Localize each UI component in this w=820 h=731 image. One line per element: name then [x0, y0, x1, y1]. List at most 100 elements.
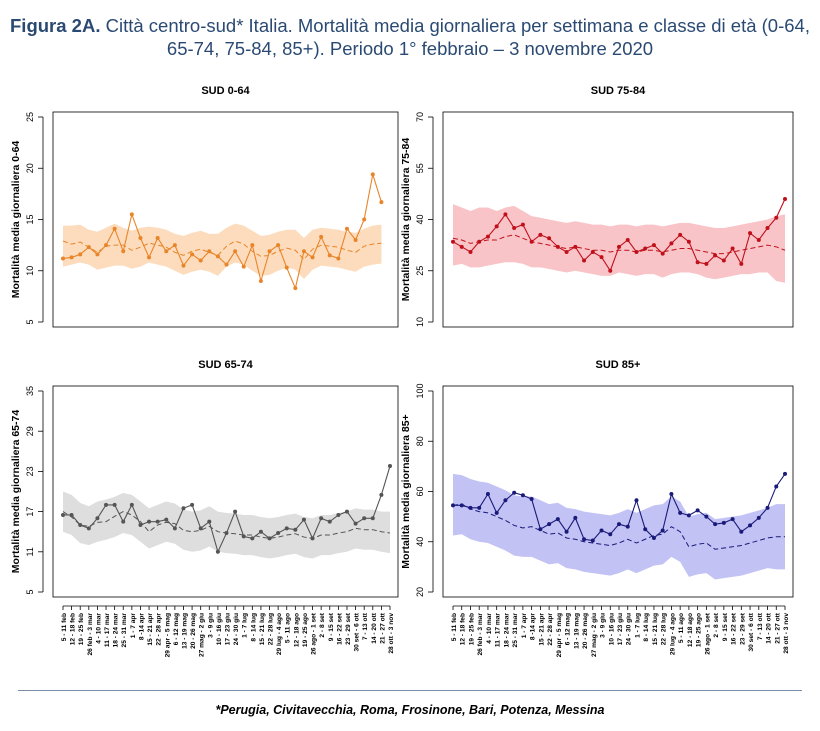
x-tick-label: 23 - 29 set — [739, 612, 746, 645]
x-tick-label: 8 -14 apr — [530, 613, 537, 641]
x-tick-label: 14 - 20 ott — [371, 612, 378, 644]
observed-point — [651, 243, 656, 248]
observed-point — [564, 529, 569, 534]
observed-point — [344, 226, 349, 231]
observed-point — [573, 244, 578, 249]
observed-point — [756, 238, 761, 242]
observed-point — [599, 528, 604, 533]
observed-point — [181, 506, 186, 511]
observed-point — [582, 537, 587, 542]
x-tick-label: 18 - 24 mar — [503, 613, 510, 648]
observed-point — [651, 535, 656, 540]
plot-frame — [442, 385, 794, 598]
footer-rule — [18, 690, 802, 691]
x-tick-label: 11 - 17 mar — [104, 613, 111, 648]
x-tick-label: 3 - 9 giu — [207, 613, 214, 638]
x-tick-label: 24 - 30 giu — [233, 613, 240, 645]
x-tick-label: 13 - 19 mag — [573, 613, 580, 649]
observed-point — [459, 503, 464, 508]
chart-title: SUD 0-64 — [201, 85, 250, 97]
x-tick-label: 26 feb - 3 mar — [87, 613, 94, 656]
plot-frame — [52, 111, 399, 328]
observed-point — [147, 519, 152, 524]
y-axis-label: Mortalità media giornaliera 75-84 — [400, 138, 412, 302]
observed-point — [678, 232, 683, 237]
observed-point — [555, 517, 560, 522]
y-tick-label: 11 — [25, 547, 35, 556]
observed-point — [547, 522, 552, 527]
observed-point — [686, 513, 691, 518]
footnote: *Perugia, Civitavecchia, Roma, Frosinone… — [215, 703, 605, 717]
observed-point — [147, 255, 152, 260]
y-tick-label: 40 — [415, 214, 425, 224]
observed-point — [730, 517, 735, 522]
y-tick-label: 20 — [25, 163, 35, 173]
observed-point — [669, 492, 674, 497]
observed-point — [155, 235, 160, 240]
figure-title-text: Città centro-sud* Italia. Mortalità medi… — [105, 15, 810, 59]
y-axis-label: Mortalità media giornaliera 65-74 — [10, 410, 22, 574]
observed-point — [121, 249, 126, 254]
observed-point — [739, 261, 744, 266]
x-tick-label: 21 - 27 ott — [379, 612, 386, 644]
observed-point — [181, 263, 186, 268]
x-tick-label: 19 - 25 feb — [78, 613, 85, 645]
x-tick-label: 29 apr - 5 mag — [556, 613, 563, 657]
x-tick-label: 4 - 10 mar — [95, 613, 102, 644]
y-tick-label: 100 — [415, 383, 425, 398]
x-tick-label: 23 - 29 set — [345, 612, 352, 645]
observed-point — [69, 512, 74, 517]
observed-point — [86, 526, 91, 531]
x-tick-label: 30 set - 6 ott — [748, 612, 755, 651]
observed-point — [617, 522, 621, 527]
observed-point — [485, 492, 490, 497]
observed-point — [468, 505, 473, 510]
observed-point — [224, 531, 229, 536]
observed-point — [669, 241, 674, 246]
observed-point — [258, 279, 263, 283]
observed-point — [704, 514, 709, 519]
observed-point — [336, 512, 341, 517]
observed-point — [104, 243, 109, 248]
observed-point — [774, 215, 779, 220]
observed-point — [215, 549, 220, 554]
x-tick-label: 26 ago - 1 set — [704, 612, 711, 655]
observed-point — [643, 246, 648, 251]
observed-point — [520, 493, 525, 498]
x-tick-label: 11 - 17 mar — [495, 613, 502, 648]
observed-point — [284, 265, 289, 270]
plot-frame — [442, 111, 794, 328]
observed-point — [529, 239, 534, 244]
y-tick-label: 10 — [415, 317, 425, 327]
observed-point — [362, 217, 367, 222]
observed-point — [172, 526, 177, 531]
observed-point — [468, 249, 473, 254]
observed-point — [250, 536, 255, 541]
y-tick-label: 17 — [25, 507, 35, 517]
x-tick-label: 17 - 23 giu — [617, 613, 624, 645]
x-tick-label: 19 - 25 ago — [696, 613, 703, 647]
y-tick-label: 25 — [415, 266, 425, 276]
x-tick-label: 2 - 8 set — [319, 612, 326, 637]
observed-point — [529, 497, 534, 502]
observed-point — [765, 226, 770, 231]
x-tick-label: 29 lug - 4 ago — [669, 613, 676, 655]
observed-point — [129, 502, 134, 507]
x-tick-label: 12 - 18 ago — [687, 613, 694, 647]
observed-point — [370, 172, 375, 177]
observed-point — [547, 236, 552, 241]
observed-point — [61, 512, 65, 517]
observed-point — [95, 516, 100, 521]
x-tick-label: 7 - 13 ott — [362, 612, 369, 640]
chart-title: SUD 85+ — [596, 359, 641, 371]
observed-point — [660, 528, 665, 533]
x-tick-label: 30 set - 6 ott — [354, 612, 361, 651]
observed-line — [62, 174, 382, 290]
observed-point — [485, 234, 490, 239]
x-tick-label: 4 - 10 mar — [486, 613, 493, 644]
x-tick-label: 17 - 23 giu — [225, 613, 232, 645]
observed-point — [625, 238, 630, 242]
x-tick-label: 6 - 12 mag — [173, 613, 180, 645]
observed-point — [327, 253, 332, 258]
